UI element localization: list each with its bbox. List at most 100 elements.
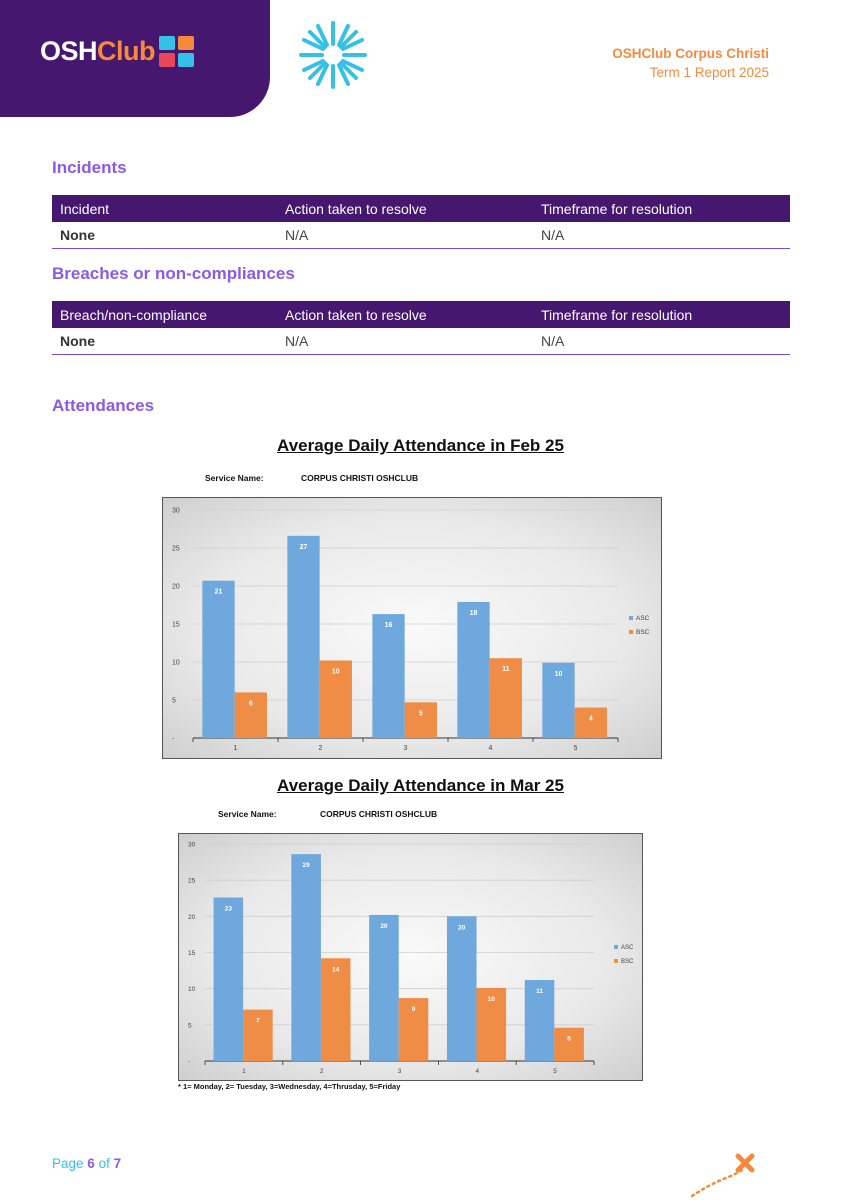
header-banner: OSH Club xyxy=(0,0,270,117)
x-tick-label: 4 xyxy=(475,1068,479,1075)
page-of: of xyxy=(98,1156,110,1171)
bsc-bar xyxy=(554,1027,584,1061)
x-tick-label: 4 xyxy=(489,745,493,752)
data-label: 18 xyxy=(470,610,478,617)
asc-bar xyxy=(213,897,244,1061)
column-header: Incident xyxy=(52,195,277,222)
table-row: None N/A N/A xyxy=(52,328,790,355)
data-label: 14 xyxy=(332,966,340,973)
x-tick-label: 3 xyxy=(398,1068,402,1075)
report-title-term: Term 1 Report 2025 xyxy=(649,65,769,80)
y-tick-label: 5 xyxy=(188,1022,192,1029)
y-tick-label: - xyxy=(172,736,175,743)
logo-club-text: Club xyxy=(97,36,156,66)
table-cell: None xyxy=(52,222,277,249)
data-label: 10 xyxy=(488,996,496,1003)
page-current: 6 xyxy=(87,1156,95,1171)
legend-label: ASC xyxy=(636,615,650,622)
data-label: 10 xyxy=(555,671,563,678)
dotted-path-x-icon xyxy=(690,1153,755,1198)
y-tick-label: 30 xyxy=(188,842,196,849)
data-label: 6 xyxy=(249,700,253,707)
asc-bar xyxy=(457,601,490,738)
bsc-bar xyxy=(476,987,507,1061)
y-tick-label: 5 xyxy=(172,698,176,705)
asc-bar xyxy=(287,535,320,738)
x-tick-label: 5 xyxy=(553,1068,557,1075)
page-total: 7 xyxy=(113,1156,122,1171)
legend-label: BSC xyxy=(636,629,650,636)
report-title: OSHClub Corpus Christi Term 1 Report 202… xyxy=(612,44,769,82)
logo-osh-text: OSH xyxy=(40,36,98,66)
y-tick-label: 20 xyxy=(172,584,180,591)
bsc-bar xyxy=(320,958,351,1061)
chart-feb-svg: - 5 10 15 20 25 30 1 21 6 2 27 10 3 16 5 4 18 11 5 10 4 ASC BSC xyxy=(172,508,650,753)
page-number: Page 6 of 7 xyxy=(52,1156,121,1171)
legend-swatch xyxy=(614,959,618,963)
y-tick-label: 10 xyxy=(188,986,196,993)
column-header: Action taken to resolve xyxy=(277,195,533,222)
data-label: 9 xyxy=(412,1006,416,1013)
legend-swatch xyxy=(629,630,633,634)
table-header-row: Breach/non-compliance Action taken to re… xyxy=(52,301,790,328)
legend-label: ASC xyxy=(621,945,634,951)
data-label: 16 xyxy=(385,622,393,629)
incidents-table: Incident Action taken to resolve Timefra… xyxy=(52,195,790,249)
data-label: 23 xyxy=(225,906,233,913)
data-label: 5 xyxy=(419,710,423,717)
y-tick-label: 15 xyxy=(188,950,196,957)
service-name-value: CORPUS CHRISTI OSHCLUB xyxy=(320,809,438,819)
bsc-bar xyxy=(404,702,437,738)
y-tick-label: 30 xyxy=(172,508,180,515)
table-cell: N/A xyxy=(533,222,790,249)
asc-bar xyxy=(372,614,405,738)
data-label: 5 xyxy=(567,1036,571,1043)
report-title-service: OSHClub Corpus Christi xyxy=(612,46,769,61)
bsc-bar xyxy=(574,707,607,738)
data-label: 4 xyxy=(589,716,593,723)
incidents-heading: Incidents xyxy=(52,158,127,177)
service-name-label: Service Name: xyxy=(205,473,264,483)
chart-title-mar: Average Daily Attendance in Mar 25 xyxy=(277,776,564,795)
table-header-row: Incident Action taken to resolve Timefra… xyxy=(52,195,790,222)
asc-bar xyxy=(369,914,399,1061)
data-label: 10 xyxy=(332,668,340,675)
weekday-footnote: * 1= Monday, 2= Tuesday, 3=Wednesday, 4=… xyxy=(178,1082,401,1091)
data-label: 11 xyxy=(502,666,510,673)
chart-title-feb: Average Daily Attendance in Feb 25 xyxy=(277,436,564,455)
y-tick-label: 25 xyxy=(172,546,180,553)
chart-mar: - 5 10 15 20 25 30 1 23 7 2 29 14 3 20 9 4 20 10 5 11 5 ASC BSC xyxy=(178,833,643,1081)
x-tick-label: 2 xyxy=(320,1068,324,1075)
asc-bar xyxy=(202,580,235,738)
service-name-value: CORPUS CHRISTI OSHCLUB xyxy=(301,473,419,483)
asc-bar xyxy=(542,662,575,738)
x-tick-label: 3 xyxy=(404,745,408,752)
bsc-bar xyxy=(234,692,267,738)
breaches-heading: Breaches or non-compliances xyxy=(52,264,295,283)
bsc-bar xyxy=(398,998,429,1061)
bsc-bar xyxy=(489,658,522,738)
x-tick-label: 1 xyxy=(242,1068,246,1075)
y-tick-label: 25 xyxy=(188,878,196,885)
breaches-table: Breach/non-compliance Action taken to re… xyxy=(52,301,790,355)
asc-bar xyxy=(291,854,321,1061)
table-cell: N/A xyxy=(277,222,533,249)
table-cell: N/A xyxy=(533,328,790,355)
table-cell: None xyxy=(52,328,277,355)
x-tick-label: 2 xyxy=(319,745,323,752)
chart-mar-svg: - 5 10 15 20 25 30 1 23 7 2 29 14 3 20 9 4 20 10 5 11 5 ASC BSC xyxy=(188,842,634,1076)
bsc-bar xyxy=(243,1009,273,1061)
oshclub-logo: OSH Club xyxy=(40,36,195,67)
column-header: Breach/non-compliance xyxy=(52,301,277,328)
x-tick-label: 5 xyxy=(574,745,578,752)
data-label: 21 xyxy=(215,589,223,596)
data-label: 20 xyxy=(380,923,388,930)
asc-bar xyxy=(446,916,477,1061)
x-tick-label: 1 xyxy=(234,745,238,752)
chart-feb: - 5 10 15 20 25 30 1 21 6 2 27 10 3 16 5 4 18 11 5 10 4 ASC BSC xyxy=(162,497,662,759)
data-label: 20 xyxy=(458,924,466,931)
column-header: Timeframe for resolution xyxy=(533,301,790,328)
legend-swatch xyxy=(614,945,618,949)
table-cell: N/A xyxy=(277,328,533,355)
legend-label: BSC xyxy=(621,959,634,965)
